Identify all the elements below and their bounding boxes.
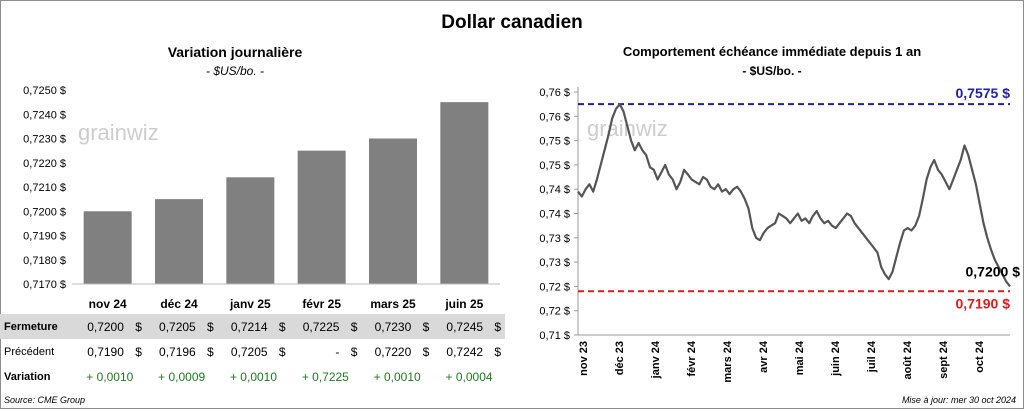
- y-tick-label: 0,75 $: [539, 136, 570, 148]
- x-tick-label: août 24: [902, 340, 914, 379]
- bar: [83, 211, 132, 284]
- x-tick-label: févr 24: [686, 340, 698, 376]
- x-tick-label: févr 25: [302, 297, 341, 311]
- previous-value: -: [335, 344, 340, 359]
- y-tick-label: 0,7250 $: [23, 85, 66, 97]
- high-label: 0,7575 $: [956, 85, 1011, 101]
- y-tick-label: 0,72 $: [539, 281, 570, 293]
- x-tick-label: mars 24: [722, 340, 734, 382]
- x-tick-label: déc 24: [160, 297, 198, 311]
- x-tick-label: janv 24: [650, 340, 662, 379]
- variation-value: + 0,0010: [229, 369, 278, 384]
- y-tick-label: 0,74 $: [539, 209, 570, 221]
- x-tick-label: sept 24: [938, 340, 950, 379]
- update-note: Mise à jour: mer 30 oct 2024: [901, 395, 1016, 405]
- previous-value: 0,7242: [446, 344, 484, 359]
- x-tick-label: mai 24: [794, 340, 806, 375]
- watermark-logo: grainwiz: [78, 120, 159, 145]
- page-title: Dollar canadien: [441, 12, 583, 33]
- previous-value: 0,7220: [374, 344, 412, 359]
- bar-chart-unit: - $US/bo. -: [205, 64, 265, 78]
- y-tick-label: 0,76 $: [539, 87, 570, 99]
- previous-value: 0,7205: [230, 344, 268, 359]
- variation-value: + 0,0010: [86, 369, 134, 384]
- y-tick-label: 0,7210 $: [23, 182, 66, 194]
- price-line: [577, 103, 1011, 288]
- y-tick-label: 0,73 $: [539, 257, 570, 269]
- y-tick-label: 0,75 $: [539, 160, 570, 172]
- variation-value: + 0,0010: [373, 369, 421, 384]
- x-tick-label: juil 24: [866, 340, 878, 373]
- close-value: 0,7200: [87, 319, 124, 334]
- bar: [226, 177, 275, 284]
- x-tick-label: mars 25: [370, 297, 416, 311]
- row-label-close: Fermeture: [4, 320, 58, 333]
- variation-value: + 0,0004: [445, 369, 493, 384]
- line-chart-title: Comportement échéance immédiate depuis 1…: [622, 44, 922, 59]
- variation-value: + 0,0009: [158, 369, 206, 384]
- table-row-previous: Précédent 0,7190 $ 0,7196 $ 0,7205 $ - $ 0,7…: [0, 339, 505, 364]
- bar: [297, 150, 346, 284]
- x-tick-label: nov 24: [89, 297, 127, 311]
- variation-value: + 0,7225: [301, 369, 349, 384]
- bar-chart-title: Variation journalière: [167, 44, 303, 60]
- y-tick-label: 0,71 $: [539, 330, 570, 342]
- previous-value: 0,7190: [87, 344, 124, 359]
- y-tick-label: 0,76 $: [539, 111, 570, 123]
- y-tick-label: 0,7220 $: [23, 158, 66, 170]
- close-value: 0,7230: [374, 319, 412, 334]
- row-label-variation: Variation: [4, 370, 51, 383]
- row-label-previous: Précédent: [4, 345, 55, 358]
- previous-value: 0,7196: [159, 344, 196, 359]
- bar: [440, 102, 489, 284]
- line-chart-unit: - $US/bo. -: [742, 64, 802, 78]
- price-table: Fermeture 0,7200 $ 0,7205 $ 0,7214 $ 0,7225…: [0, 314, 505, 389]
- bar: [155, 199, 203, 284]
- table-row-variation: Variation + 0,0010 + 0,0009 + 0,0010 + 0…: [0, 364, 505, 389]
- y-tick-label: 0,7230 $: [23, 134, 66, 146]
- y-tick-label: 0,73 $: [539, 233, 570, 245]
- close-value: 0,7225: [302, 319, 340, 334]
- y-tick-label: 0,7200 $: [23, 206, 66, 218]
- y-tick-label: 0,7240 $: [23, 109, 66, 121]
- x-tick-label: janv 25: [229, 297, 271, 311]
- y-tick-label: 0,7180 $: [23, 255, 66, 267]
- bar: [369, 138, 417, 284]
- bar-chart: grainwiz 0,7170 $ 0,7180 $ 0,7190 $ 0,7200 $…: [23, 85, 500, 311]
- x-tick-label: avr 24: [758, 340, 770, 373]
- close-value: 0,7214: [230, 319, 268, 334]
- y-tick-label: 0,74 $: [539, 184, 570, 196]
- x-tick-label: juin 24: [830, 340, 842, 377]
- y-tick-label: 0,7190 $: [23, 231, 66, 243]
- y-tick-label: 0,7170 $: [23, 279, 66, 291]
- last-value-label: 0,7200 $: [966, 263, 1021, 279]
- x-tick-label: oct 24: [974, 340, 986, 373]
- table-row-close: Fermeture 0,7200 $ 0,7205 $ 0,7214 $ 0,7225…: [0, 314, 505, 339]
- low-label: 0,7190 $: [956, 295, 1011, 311]
- x-tick-label: juin 25: [444, 297, 483, 311]
- x-tick-label: nov 23: [578, 341, 590, 376]
- source-note: Source: CME Group: [4, 395, 86, 405]
- close-value: 0,7245: [446, 319, 484, 334]
- close-value: 0,7205: [159, 319, 196, 334]
- y-tick-label: 0,72 $: [539, 306, 570, 318]
- x-tick-label: déc 23: [614, 341, 626, 375]
